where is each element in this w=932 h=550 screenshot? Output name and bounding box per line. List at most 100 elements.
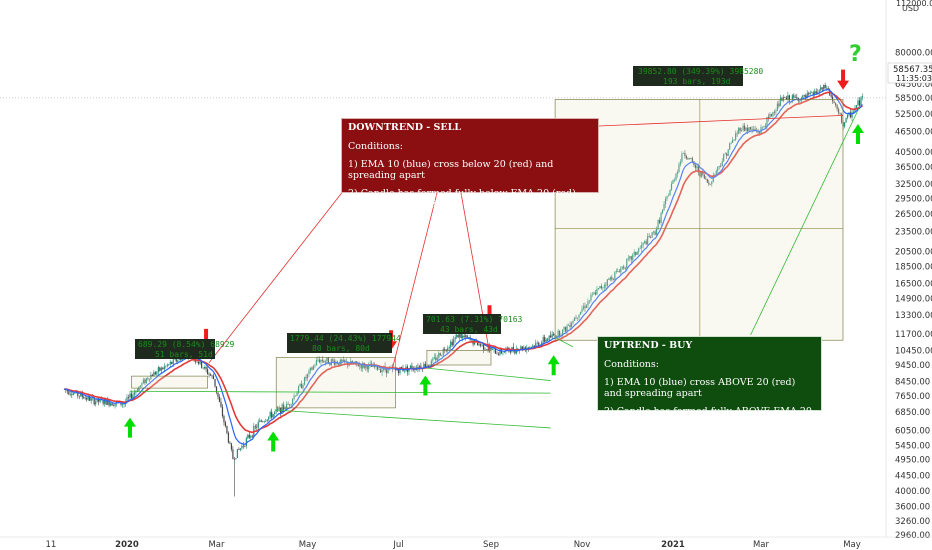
candle-body <box>69 394 71 395</box>
candle-body <box>566 325 568 332</box>
candle-body <box>245 438 247 446</box>
candle-body <box>766 117 768 127</box>
y-tick-label: 5450.00 <box>895 442 930 452</box>
candle-body <box>147 378 149 379</box>
candle-body <box>527 347 529 349</box>
candle-body <box>453 339 455 346</box>
candle-body <box>263 421 265 422</box>
candle-body <box>845 117 847 123</box>
candle-body <box>550 335 552 338</box>
candle-body <box>608 279 610 281</box>
candle-body <box>465 335 467 338</box>
candle-body <box>378 369 380 370</box>
ema-20-line <box>64 91 863 434</box>
candle-body <box>324 361 327 363</box>
candle-body <box>274 411 276 415</box>
candle-body <box>529 347 531 348</box>
buy-signal-arrow-icon <box>851 124 864 145</box>
candle-body <box>542 337 544 343</box>
candle-body <box>563 326 565 330</box>
candle-body <box>311 367 313 370</box>
candle-body <box>614 272 616 280</box>
candle-body <box>476 340 479 346</box>
last-price-tag: 58567.35 11:35:03 <box>887 62 932 84</box>
candle-body <box>812 92 814 95</box>
candle-body <box>320 359 322 363</box>
candle-body <box>632 254 634 260</box>
candle-body <box>294 395 297 397</box>
candle-body <box>205 366 207 370</box>
candle-body <box>579 311 582 315</box>
candle-body <box>490 346 492 350</box>
candle-body <box>289 404 291 406</box>
candle-body <box>815 91 817 94</box>
candle-body <box>112 405 115 407</box>
candle-body <box>754 128 756 131</box>
candle-body <box>773 112 776 113</box>
candle-body <box>357 363 359 367</box>
candle-body <box>709 184 711 185</box>
candle-body <box>657 220 659 229</box>
y-tick-label: 58500.00 <box>895 94 932 104</box>
candle-body <box>89 396 91 401</box>
candle-body <box>588 300 591 302</box>
candle-body <box>567 325 570 326</box>
candle-body <box>327 357 329 364</box>
candle-body <box>678 164 680 172</box>
candle-body <box>293 395 295 400</box>
candle-body <box>664 198 667 204</box>
candle-body <box>736 133 738 135</box>
y-tick-label: 20500.00 <box>895 248 932 258</box>
candle-body <box>515 348 517 354</box>
candle-body <box>648 236 650 238</box>
candle-body <box>403 370 406 372</box>
candle-body <box>593 292 595 295</box>
candle-body <box>584 306 586 308</box>
candle-body <box>633 252 635 255</box>
buy-rule-2: 2) Candle has formed fully ABOVE EMA 20 … <box>604 406 812 428</box>
candle-body <box>268 416 270 420</box>
candle-body <box>432 358 434 361</box>
candle-body <box>655 228 658 235</box>
candle-body <box>706 179 708 183</box>
candle-body <box>86 397 88 400</box>
sell-rule-callout[interactable]: DOWNTREND - SELL Conditions: 1) EMA 10 (… <box>341 118 599 210</box>
candle-body <box>612 279 614 281</box>
candle-body <box>456 334 458 338</box>
candle-body <box>681 153 683 162</box>
candle-body <box>230 443 233 450</box>
candle-body <box>447 348 449 352</box>
sell-rule-2: 2) Candle has formed fully below EMA 20 … <box>348 188 576 210</box>
candle-body <box>642 242 644 246</box>
x-tick-label: May <box>843 540 861 550</box>
candle-body <box>269 412 271 417</box>
x-axis[interactable]: 11 2020 Mar May Jul Sep Nov 2021 Mar May <box>0 536 932 550</box>
candle-body <box>271 412 273 418</box>
candle-body <box>93 397 95 405</box>
y-tick-label: 4950.00 <box>895 456 930 466</box>
candle-body <box>705 178 707 180</box>
candle-body <box>535 343 537 348</box>
candle-body <box>796 96 798 98</box>
x-tick-label: 11 <box>45 540 56 550</box>
axis-title-price: 112000.00 <box>896 0 932 8</box>
candle-body <box>606 279 608 286</box>
candle-body <box>466 335 468 339</box>
candle-body <box>860 97 862 106</box>
candle-body <box>723 154 725 162</box>
candle-body <box>335 361 337 365</box>
buy-rule-callout[interactable]: UPTREND - BUY Conditions: 1) EMA 10 (blu… <box>597 336 822 428</box>
candle-body <box>151 375 153 377</box>
y-axis[interactable]: 80000.0072500.0064500.0058500.0052500.00… <box>885 0 932 541</box>
candle-body <box>717 166 719 171</box>
candle-body <box>259 420 261 423</box>
candle-body <box>530 346 532 348</box>
y-tick-label: 36500.00 <box>895 163 932 173</box>
measure-label-1: 689.29 (8.54%) 68929 51 bars, 51d <box>135 339 235 359</box>
candle-body <box>198 362 200 364</box>
candle-body <box>87 396 89 400</box>
candle-body <box>247 434 249 439</box>
candle-body <box>171 361 173 364</box>
candle-body <box>494 348 497 354</box>
